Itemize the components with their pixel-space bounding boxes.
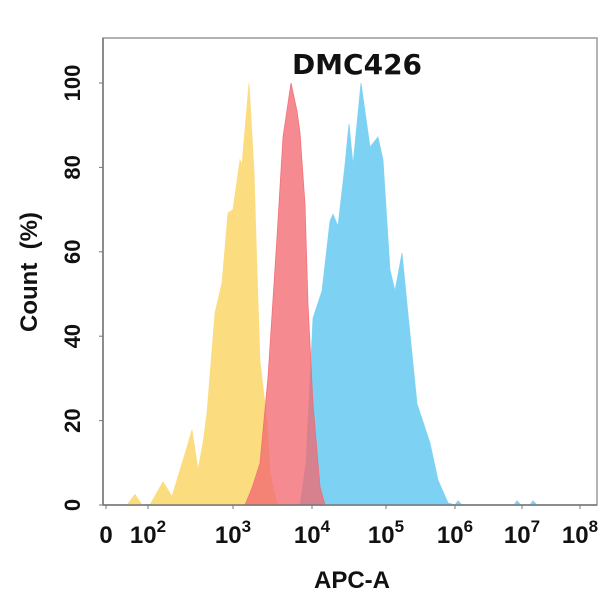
y-tick-label: 40 <box>60 324 85 348</box>
y-axis-title: Count (%) <box>16 212 43 332</box>
x-tick-label: 107 <box>504 517 540 549</box>
x-tick-label: 108 <box>562 517 598 549</box>
x-axis-title: APC-A <box>314 567 390 594</box>
y-tick-label: 0 <box>60 499 85 511</box>
x-tick-label: 102 <box>130 517 166 549</box>
x-tick-label: 104 <box>294 517 331 549</box>
chart-title: DMC426 <box>292 48 422 81</box>
blue-histogram <box>299 82 538 506</box>
x-tick-label: 103 <box>215 517 251 549</box>
x-tick-label: 106 <box>437 517 473 549</box>
y-tick-label: 20 <box>60 408 85 432</box>
y-tick-label: 80 <box>60 155 85 179</box>
x-tick-label: 105 <box>368 517 404 549</box>
yellow-histogram <box>126 82 279 506</box>
x-axis-ticks: 0 102 103 104 105 106 107 108 <box>99 505 598 549</box>
red-histogram <box>244 82 326 506</box>
y-tick-label: 60 <box>60 240 85 264</box>
x-tick-label: 0 <box>99 522 112 549</box>
y-tick-label: 100 <box>60 65 85 102</box>
y-axis-ticks: 0 20 40 60 80 100 <box>60 65 103 511</box>
series-layer <box>126 82 538 506</box>
